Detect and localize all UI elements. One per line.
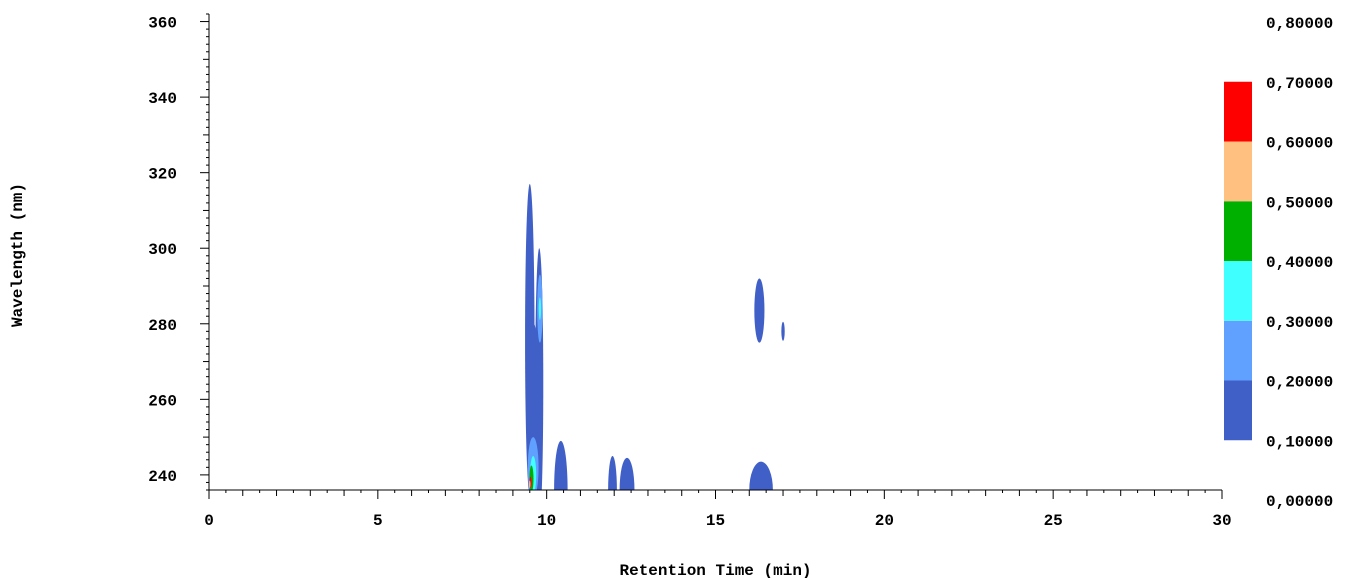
colorbar-bin-2: [1224, 261, 1252, 321]
y-tick-label-2: 280: [148, 317, 177, 335]
colorbar-bin-4: [1224, 141, 1252, 202]
colorbar-label-2: 0,60000: [1266, 135, 1333, 153]
y-tick-label-3: 300: [148, 241, 177, 259]
contour-region-14: [781, 321, 785, 341]
x-tick-label-4: 20: [875, 512, 894, 530]
contour-region-13: [754, 278, 765, 343]
colorbar-label-8: 0,00000: [1266, 493, 1333, 511]
contour-region-10: [554, 440, 568, 490]
x-tick-label-5: 25: [1044, 512, 1063, 530]
x-tick-label-1: 5: [373, 512, 383, 530]
x-tick-label-6: 30: [1212, 512, 1231, 530]
colorbar-bin-3: [1224, 201, 1252, 261]
colorbar-bin-5: [1224, 81, 1252, 142]
x-tick-label-3: 15: [706, 512, 725, 530]
colorbar-label-7: 0,10000: [1266, 433, 1333, 451]
y-tick-label-4: 320: [148, 166, 177, 184]
y-tick-label-0: 240: [148, 468, 177, 486]
colorbar-label-4: 0,40000: [1266, 254, 1333, 272]
colorbar-label-5: 0,30000: [1266, 314, 1333, 332]
colorbar-label-0: 0,80000: [1266, 15, 1333, 33]
y-axis-title: Wavelength (nm): [9, 183, 27, 327]
x-tick-label-0: 0: [204, 512, 214, 530]
colorbar-label-6: 0,20000: [1266, 374, 1333, 392]
x-tick-label-2: 10: [537, 512, 556, 530]
colorbar: 0,80000 0,70000 0,60000 0,50000 0,40000 0,300…: [1224, 15, 1333, 511]
x-axis-title: Retention Time (min): [619, 562, 811, 578]
colorbar-bin-0: [1224, 380, 1252, 441]
contour-region-4: [538, 297, 542, 320]
contour-region-15: [749, 461, 773, 490]
contour-region-9: [529, 480, 531, 489]
colorbar-label-3: 0,50000: [1266, 194, 1333, 212]
contour-region-11: [608, 456, 617, 490]
colorbar-bin-1: [1224, 320, 1252, 381]
y-tick-label-6: 360: [148, 15, 177, 33]
axes: 0 5 10 15 20 25 30 240 260 280 300 320 340 360: [148, 13, 1232, 530]
y-tick-label-5: 340: [148, 90, 177, 108]
y-tick-label-1: 260: [148, 392, 177, 410]
contour-region-12: [619, 457, 635, 490]
plot-regions: [525, 184, 785, 490]
colorbar-label-1: 0,70000: [1266, 75, 1333, 93]
